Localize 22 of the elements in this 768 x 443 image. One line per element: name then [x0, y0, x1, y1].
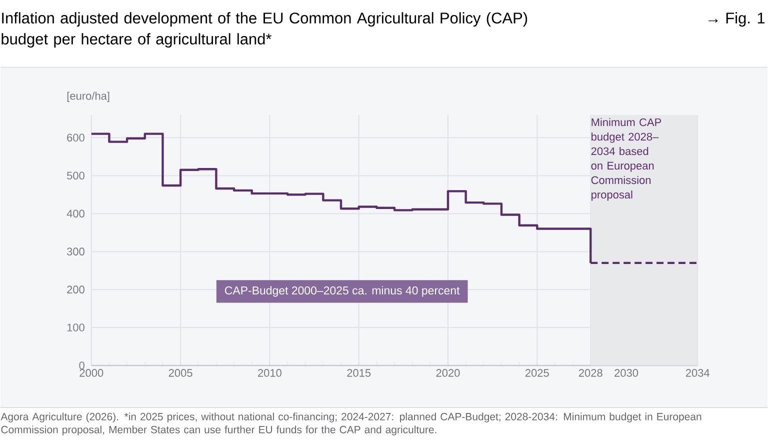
y-tick-label: 300 [66, 247, 84, 256]
x-tick-label: 2000 [80, 368, 104, 377]
y-tick-label: 500 [66, 172, 84, 180]
x-tick-label: 2005 [168, 368, 192, 377]
annotation: CAP-Budget 2000–2025 ca. minus 40 percent [224, 286, 460, 297]
x-tick-label: 2010 [258, 368, 282, 377]
y-tick-label: 600 [67, 134, 84, 142]
text: → Fig. 1 [708, 12, 765, 26]
y-axis-title: [euro/ha] [67, 92, 110, 102]
y-tick-label: 200 [67, 285, 84, 294]
x-tick-label: 2015 [347, 368, 371, 377]
x-tick-label: 2030 [614, 368, 638, 377]
band-label: Minimum CAP budget 2028–2034 based on European Commission proposal [591, 118, 662, 201]
chart-title: Inflation adjusted development of the EU Common Agricultural Policy (CAP) budget per hectare of agricultural land* [2, 12, 528, 48]
x-tick-label: 2025 [525, 368, 549, 377]
x-tick-label: 2028 [578, 368, 602, 377]
text: Agora Agriculture (2026). *in 2025 prices, without national co-financing; 2024-2027: planned CAP-Budget; 2028-2034: Minimum budget in European Commission proposal, Member States can use further EU funds for the CAP and agriculture. [0, 412, 702, 436]
y-tick-label: 400 [66, 209, 84, 218]
y-tick-label: 100 [67, 323, 84, 332]
x-tick-label: 2034 [686, 368, 710, 377]
x-tick-label: 2020 [436, 368, 460, 377]
y-tick-label: 0 [79, 361, 84, 370]
